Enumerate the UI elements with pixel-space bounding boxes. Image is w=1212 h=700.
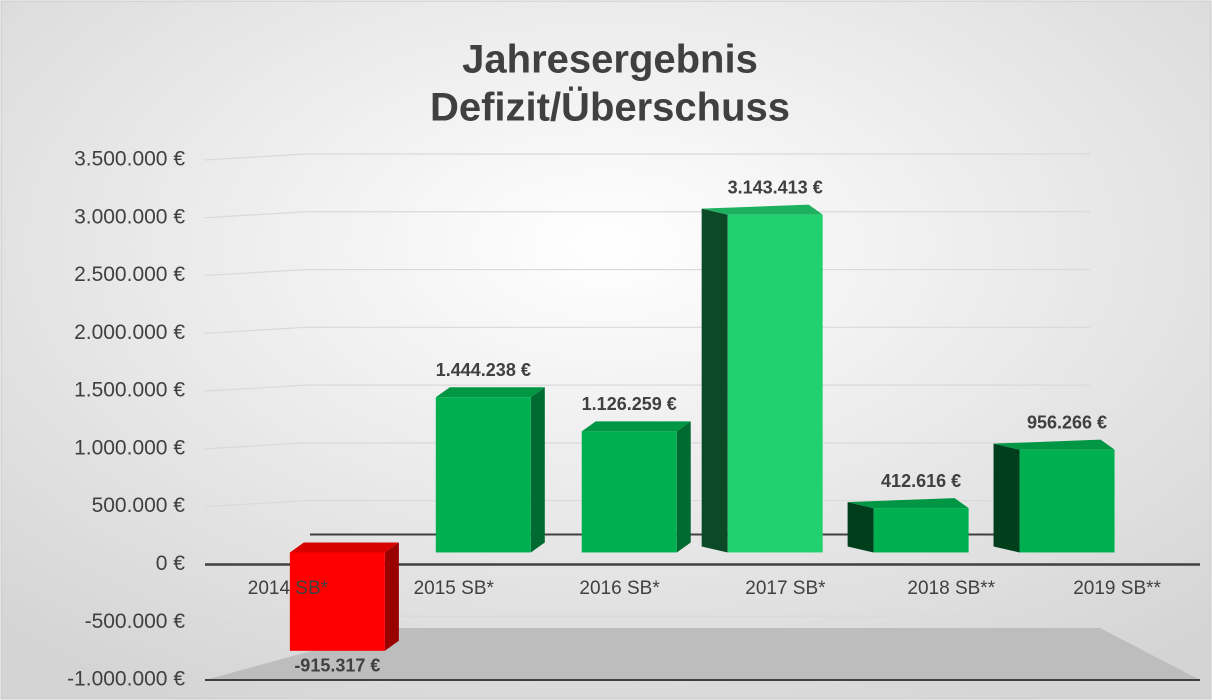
- y-tick-label: 0 €: [156, 552, 186, 575]
- bar-top: [847, 498, 969, 509]
- bar: [435, 397, 531, 553]
- bar-side: [676, 421, 691, 553]
- y-tick-label: 2.500.000 €: [74, 263, 185, 286]
- y-tick-label: 3.500.000 €: [74, 148, 185, 171]
- x-tick-label: 2016 SB*: [579, 578, 660, 599]
- bar-side: [530, 387, 545, 553]
- bar-side: [993, 443, 1020, 553]
- grid-line: [204, 211, 1090, 219]
- y-tick-label: 3.000.000 €: [74, 205, 185, 228]
- bar-top: [701, 204, 823, 215]
- bar-side: [701, 208, 728, 553]
- bar: [727, 214, 823, 553]
- grid-line: [204, 153, 1090, 161]
- bar-side: [847, 502, 874, 553]
- grid-line: [204, 268, 1090, 277]
- x-tick-label: 2015 SB*: [414, 578, 495, 599]
- grid-line: [204, 384, 1090, 392]
- y-tick-label: 2.000.000 €: [74, 321, 185, 344]
- data-label: 956.266 €: [1027, 412, 1107, 432]
- data-label: 1.444.238 €: [436, 360, 531, 380]
- x-tick-label: 2017 SB*: [745, 578, 826, 599]
- bar-top: [289, 542, 399, 553]
- y-tick-label: 1.000.000 €: [74, 436, 185, 459]
- y-tick-label: 1.500.000 €: [74, 379, 185, 402]
- data-label: 1.126.259 €: [582, 394, 677, 414]
- y-tick-label: 500.000 €: [92, 494, 186, 517]
- x-tick-label: 2018 SB**: [907, 578, 995, 599]
- bar: [1019, 449, 1115, 553]
- y-tick-label: -1.000.000 €: [67, 668, 185, 691]
- data-label: 3.143.413 €: [728, 177, 823, 197]
- bar-top: [435, 387, 545, 398]
- data-label: -915.317 €: [294, 656, 380, 676]
- bar-top: [581, 421, 691, 432]
- chart-title: Jahresergebnis: [462, 38, 758, 82]
- bar-side: [384, 542, 399, 651]
- bar: [581, 431, 677, 553]
- data-label: 412.616 €: [881, 471, 961, 491]
- bar-top: [993, 439, 1115, 450]
- grid-line: [204, 326, 1090, 334]
- bar: [873, 508, 969, 553]
- y-tick-label: -500.000 €: [85, 610, 186, 633]
- floor: [205, 628, 1200, 680]
- grid-line: [204, 442, 1090, 450]
- x-tick-label: 2014 SB*: [248, 578, 329, 599]
- grid-line: [204, 500, 1090, 508]
- x-tick-label: 2019 SB**: [1073, 578, 1161, 599]
- bar: [289, 552, 385, 651]
- chart-title: Defizit/Überschuss: [430, 85, 790, 130]
